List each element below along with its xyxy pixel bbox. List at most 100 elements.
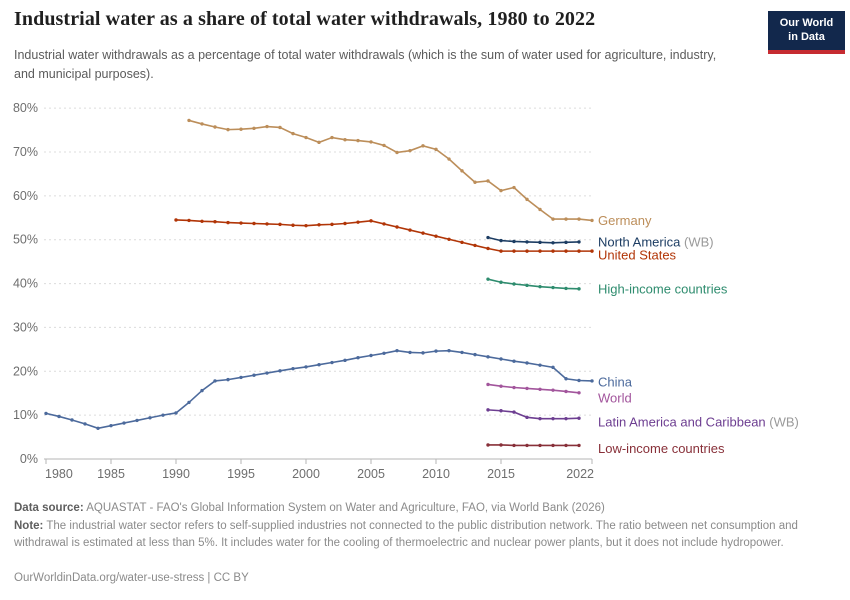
series-label-suffix-north-america: (WB) xyxy=(680,234,713,249)
data-point-north-america xyxy=(486,235,490,240)
x-axis-label: 1990 xyxy=(162,467,190,481)
data-point-china xyxy=(200,388,204,393)
data-point-china xyxy=(343,358,347,363)
data-point-united-states xyxy=(200,219,204,223)
data-point-low-income-countries xyxy=(538,443,542,448)
data-point-united-states xyxy=(551,249,555,253)
x-axis-label: 1980 xyxy=(45,467,73,481)
data-point-china xyxy=(122,421,126,425)
data-point-germany xyxy=(499,188,503,193)
data-point-china xyxy=(291,366,295,371)
data-point-germany xyxy=(395,150,399,155)
data-source-line: Data source: AQUASTAT - FAO's Global Inf… xyxy=(14,500,836,517)
data-point-united-states xyxy=(434,234,438,238)
data-point-germany xyxy=(369,140,373,144)
y-axis-label: 0% xyxy=(20,452,38,466)
series-label-germany: Germany xyxy=(598,213,652,228)
data-point-china xyxy=(278,369,282,373)
data-point-germany xyxy=(408,148,412,153)
data-point-china xyxy=(460,350,464,355)
data-point-united-states xyxy=(538,249,542,253)
data-source-text: AQUASTAT - FAO's Global Information Syst… xyxy=(83,502,605,514)
data-point-china xyxy=(395,348,399,353)
data-point-united-states xyxy=(564,249,568,253)
page-title: Industrial water as a share of total wat… xyxy=(14,8,596,30)
series-label-latin-america-and-caribbean: Latin America and Caribbean (WB) xyxy=(598,415,799,430)
data-point-united-states xyxy=(408,228,412,232)
data-point-united-states xyxy=(187,218,191,223)
data-point-low-income-countries xyxy=(512,443,516,448)
data-point-china xyxy=(252,373,256,377)
data-point-low-income-countries xyxy=(486,443,490,447)
data-point-china xyxy=(590,379,594,383)
data-point-world xyxy=(499,384,503,388)
data-point-germany xyxy=(343,138,347,142)
data-point-north-america xyxy=(538,240,542,245)
series-label-world: World xyxy=(598,390,632,405)
data-point-low-income-countries xyxy=(551,443,555,448)
data-point-latin-america-and-caribbean xyxy=(486,408,490,412)
x-axis-label: 2022 xyxy=(566,467,594,481)
series-line-high-income-countries xyxy=(487,278,580,290)
data-point-high-income-countries xyxy=(525,283,529,288)
owid-logo[interactable]: Our World in Data xyxy=(768,11,845,54)
data-point-china xyxy=(577,378,581,383)
data-point-germany xyxy=(356,138,360,143)
data-point-china xyxy=(213,379,217,383)
y-axis-label: 40% xyxy=(13,277,38,291)
series-label-suffix-latin-america-and-caribbean: (WB) xyxy=(766,415,799,430)
data-point-united-states xyxy=(447,237,451,241)
data-point-high-income-countries xyxy=(564,286,568,291)
data-point-low-income-countries xyxy=(577,443,581,448)
data-point-china xyxy=(70,418,74,422)
data-point-world xyxy=(577,391,581,395)
data-point-germany xyxy=(226,127,230,132)
x-axis-label: 1985 xyxy=(97,467,125,481)
data-point-united-states xyxy=(317,223,321,227)
data-point-latin-america-and-caribbean xyxy=(538,416,542,421)
data-point-high-income-countries xyxy=(538,284,542,289)
data-point-latin-america-and-caribbean xyxy=(512,410,516,414)
series-line-latin-america-and-caribbean xyxy=(487,409,580,420)
note-text: The industrial water sector refers to se… xyxy=(14,520,798,549)
y-axis-label: 10% xyxy=(13,408,38,422)
data-point-latin-america-and-caribbean xyxy=(551,416,555,421)
data-point-germany xyxy=(525,197,529,202)
data-point-united-states xyxy=(460,240,464,245)
data-point-china xyxy=(174,411,178,415)
data-point-high-income-countries xyxy=(551,285,555,290)
data-point-germany xyxy=(460,169,464,173)
series-line-north-america xyxy=(487,236,580,244)
data-point-germany xyxy=(304,135,308,140)
series-label-high-income-countries: High-income countries xyxy=(598,281,728,296)
data-point-germany xyxy=(564,217,568,221)
data-point-united-states xyxy=(330,222,334,227)
data-point-germany xyxy=(278,125,282,130)
series-line-germany xyxy=(188,119,593,222)
data-point-world xyxy=(525,386,529,391)
data-point-united-states xyxy=(252,221,256,226)
owid-logo-line2: in Data xyxy=(788,31,825,44)
data-point-latin-america-and-caribbean xyxy=(525,415,529,420)
data-point-world xyxy=(564,389,568,394)
data-point-china xyxy=(135,418,139,423)
data-point-china xyxy=(551,365,555,370)
data-point-high-income-countries xyxy=(577,287,581,291)
data-point-germany xyxy=(421,144,425,148)
data-point-united-states xyxy=(265,222,269,226)
y-axis-label: 60% xyxy=(13,189,38,203)
data-point-china xyxy=(96,426,100,431)
data-point-germany xyxy=(317,140,321,145)
data-point-world xyxy=(538,387,542,391)
data-point-united-states xyxy=(291,223,295,227)
data-point-north-america xyxy=(525,240,529,244)
data-point-united-states xyxy=(356,220,360,224)
data-point-china xyxy=(161,413,165,417)
data-point-germany xyxy=(538,207,542,212)
data-point-united-states xyxy=(174,218,178,222)
data-point-china xyxy=(57,414,61,419)
data-point-united-states xyxy=(473,243,477,248)
data-point-united-states xyxy=(239,221,243,225)
data-point-china xyxy=(148,416,152,420)
